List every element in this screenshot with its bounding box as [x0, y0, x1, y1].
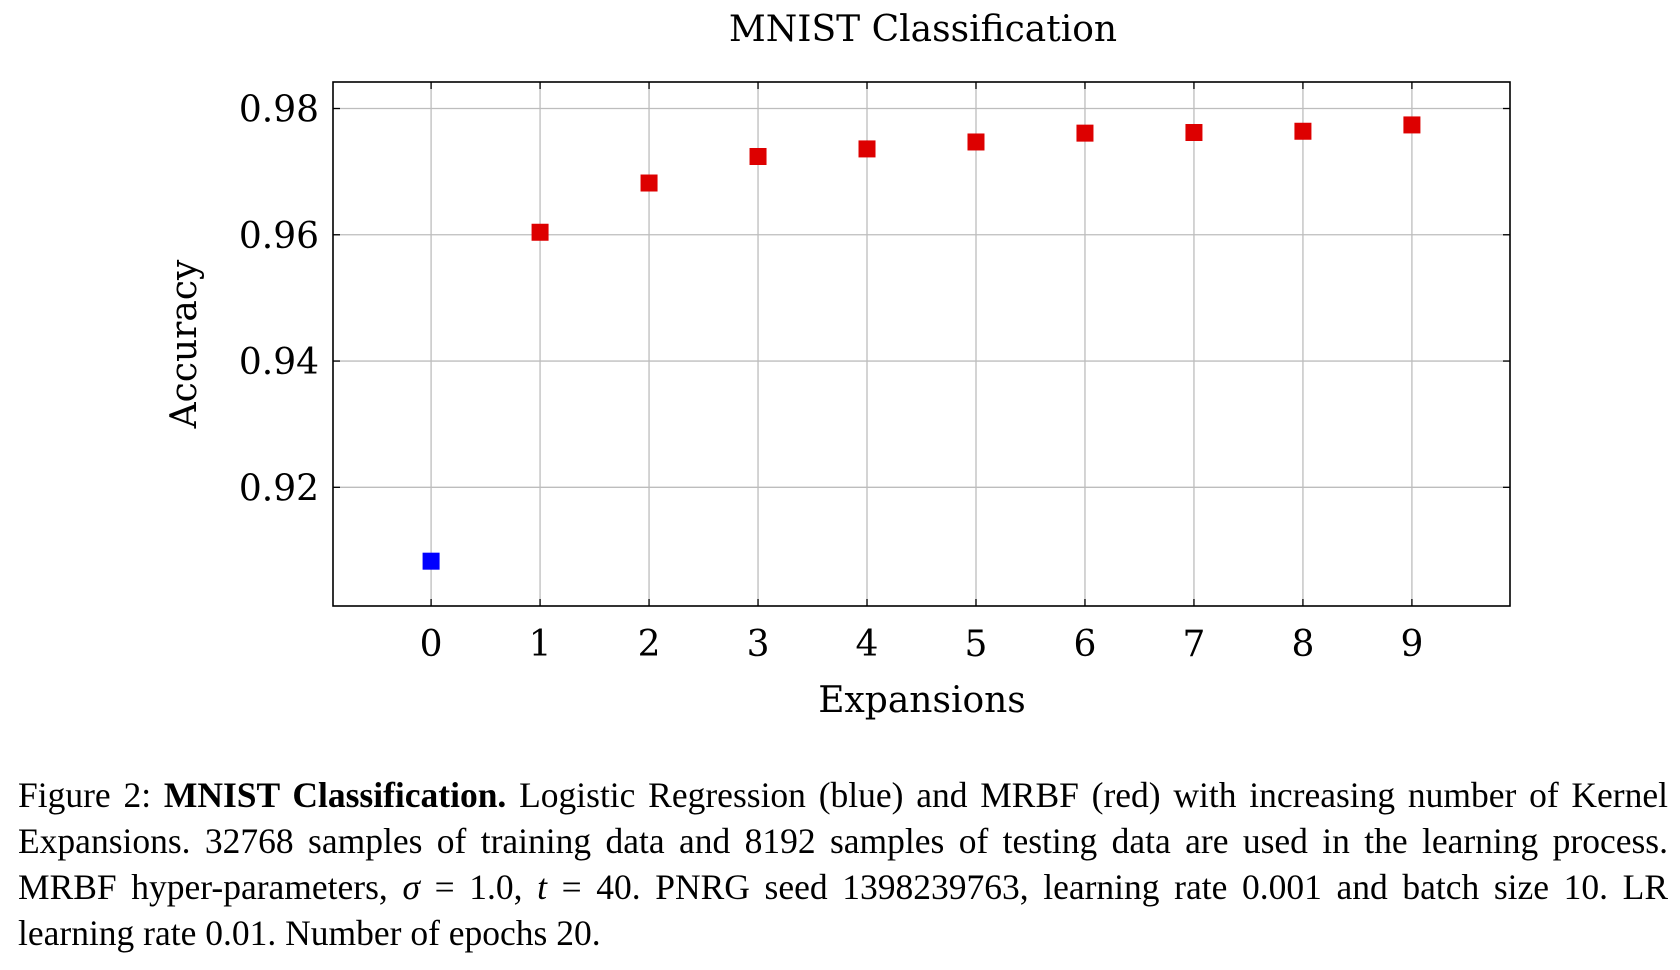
y-tick-label: 0.96	[239, 216, 319, 257]
caption-sigma-value: = 1.0,	[434, 867, 523, 907]
x-tick-label: 3	[747, 624, 770, 665]
plot-frame	[332, 81, 1511, 607]
data-point-s1-3	[858, 140, 876, 158]
data-point-s1-7	[1294, 122, 1312, 140]
y-tick-labels: 0.92 0.94 0.96 0.98	[239, 90, 319, 510]
data-point-s1-2	[749, 147, 767, 165]
x-tick-label: 5	[965, 624, 988, 665]
x-tick-label: 2	[638, 624, 661, 665]
x-tick-label: 1	[529, 624, 552, 665]
caption-text-part1: Logistic Regression (blue) and MRBF (red…	[18, 775, 1668, 907]
caption-text-part2: PNRG seed 1398239763, learning rate 0.00…	[18, 867, 1669, 953]
x-tick-label: 4	[856, 624, 879, 665]
x-axis-label: Expansions	[818, 680, 1026, 721]
y-axis-label: Accuracy	[164, 259, 205, 429]
caption-t-symbol: t	[537, 867, 547, 907]
data-point-s1-8	[1403, 116, 1421, 134]
y-tick-label: 0.92	[239, 468, 319, 509]
data-point-s1-1	[640, 174, 658, 192]
y-tick-label: 0.98	[239, 90, 319, 131]
caption-t-value: = 40.	[561, 867, 641, 907]
y-tick-label: 0.94	[239, 342, 319, 383]
x-tick-labels: 0 1 2 3 4 5 6 7 8 9	[420, 624, 1424, 665]
chart-title: MNIST Classification	[729, 9, 1117, 50]
data-point-s1-4	[967, 133, 985, 151]
tick-marks	[333, 82, 1510, 606]
data-point-s1-6	[1185, 124, 1203, 142]
chart: MNIST Classification 0 1 2 3 4 5 6 7 8 9 0.92 0.94…	[164, 9, 1511, 721]
x-tick-label: 9	[1400, 624, 1423, 665]
x-tick-label: 0	[420, 624, 443, 665]
x-tick-label: 6	[1074, 624, 1097, 665]
data-point-s1-5	[1076, 124, 1094, 142]
caption-sigma-symbol: σ	[402, 867, 420, 907]
data-point-s0-0	[422, 552, 440, 570]
figure-caption: Figure 2: MNIST Classification. Logistic…	[18, 772, 1668, 956]
grid	[333, 82, 1510, 606]
x-tick-label: 7	[1183, 624, 1206, 665]
caption-figure-label: Figure 2:	[18, 775, 152, 815]
data-points	[422, 116, 1421, 570]
caption-title: MNIST Classification.	[163, 775, 507, 815]
x-tick-label: 8	[1291, 624, 1314, 665]
data-point-s1-0	[531, 223, 549, 241]
